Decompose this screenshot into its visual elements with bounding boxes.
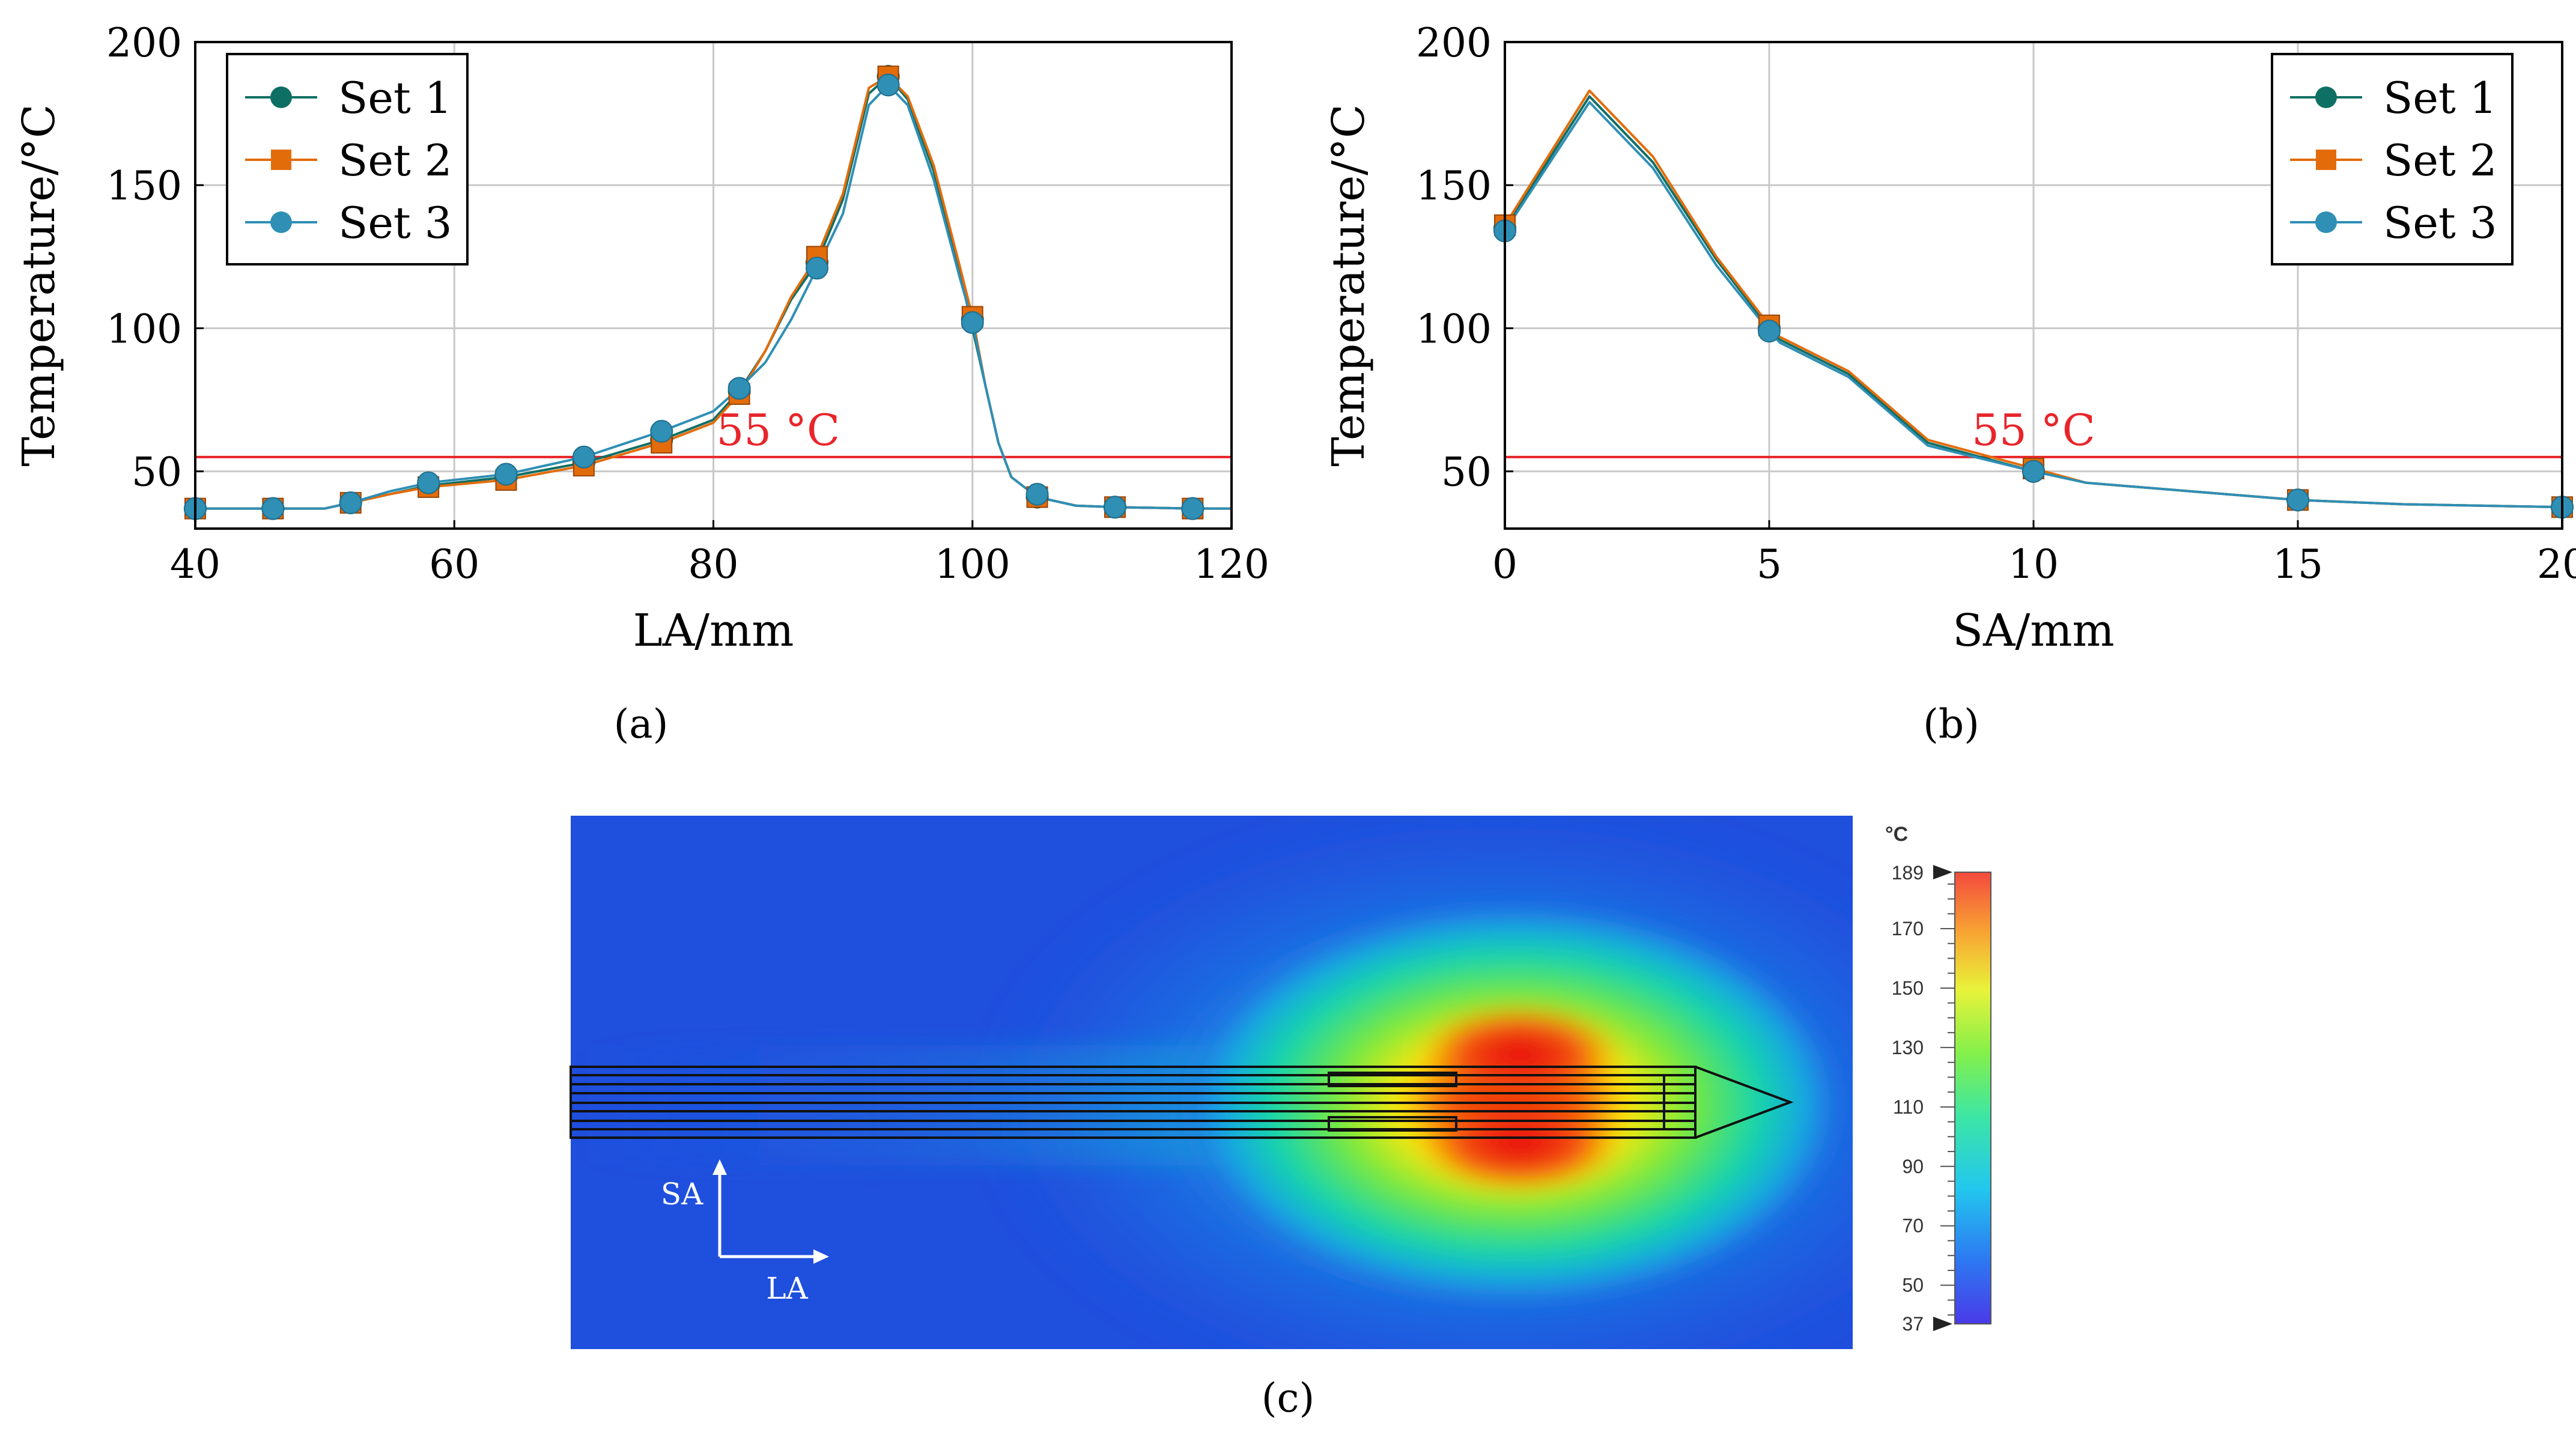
heat-zone bbox=[571, 816, 1853, 1349]
colorbar-tick-label: 90 bbox=[1902, 1156, 1924, 1177]
x-tick-label: 15 bbox=[2273, 541, 2323, 587]
y-tick-label: 50 bbox=[132, 449, 182, 496]
series-line-3 bbox=[195, 83, 1232, 510]
data-point-set-3 bbox=[1758, 320, 1781, 343]
legend-b: Set 1 Set 2 Set 3 bbox=[2271, 53, 2514, 265]
colorbar-max-label: 189 bbox=[1892, 862, 1924, 884]
colorbar-unit-label: °C bbox=[1885, 823, 1908, 846]
colorbar-tick-label: 50 bbox=[1902, 1275, 1924, 1296]
legend-label-set-1: Set 1 bbox=[338, 73, 452, 123]
x-tick-label: 10 bbox=[2008, 541, 2059, 587]
colorbar-min-label: 37 bbox=[1902, 1313, 1924, 1335]
y-tick-label: 200 bbox=[106, 20, 182, 66]
legend-a: Set 1 Set 2 Set 3 bbox=[226, 53, 469, 265]
y-tick-label: 200 bbox=[1416, 20, 1492, 66]
y-tick-label: 100 bbox=[106, 306, 182, 352]
legend-label-set-3: Set 3 bbox=[338, 198, 452, 248]
data-point-set-3 bbox=[572, 445, 595, 469]
colorbar-tick-label: 70 bbox=[1902, 1215, 1924, 1237]
data-point-set-3 bbox=[2286, 488, 2309, 512]
colorbar-ticks: 170 150 130 110 90 70 50 bbox=[1892, 883, 1955, 1316]
y-tick-label: 50 bbox=[1441, 449, 1492, 496]
data-point-set-3 bbox=[339, 491, 362, 515]
plot-frame-b bbox=[1504, 41, 2563, 530]
x-tick-label: 60 bbox=[429, 541, 479, 587]
data-point-set-3 bbox=[494, 463, 518, 486]
x-axis-label-a: LA/mm bbox=[633, 605, 794, 657]
chart-panel-b: 0 5 10 15 20 50 100 150 200 SA/mm Temperature/°C 55… bbox=[1323, 20, 2576, 657]
threshold-label-b: 55 °C bbox=[1972, 405, 2095, 455]
y-tick-label: 150 bbox=[1416, 163, 1492, 209]
legend-box bbox=[2271, 53, 2514, 265]
la-axis-indicator-label: LA bbox=[766, 1271, 808, 1306]
x-tick-label: 40 bbox=[170, 541, 220, 587]
colorbar-tick-label: 130 bbox=[1892, 1037, 1924, 1058]
x-axis-label-b: SA/mm bbox=[1952, 605, 2114, 657]
x-tick-label: 80 bbox=[688, 541, 739, 587]
legend-marker-set-2 bbox=[2316, 150, 2336, 170]
colorbar: °C 170 150 130 110 90 70 50 189 37 bbox=[1885, 823, 1991, 1335]
x-tick-label: 20 bbox=[2537, 541, 2576, 587]
legend-marker-set-2 bbox=[271, 150, 291, 170]
y-tick-label: 150 bbox=[106, 163, 182, 209]
panel-label-a: (a) bbox=[614, 701, 669, 747]
data-point-set-3 bbox=[650, 420, 673, 443]
threshold-label-a: 55 °C bbox=[717, 405, 840, 455]
legend-marker-set-3 bbox=[270, 211, 292, 233]
chart-panel-a: 40 60 80 100 120 50 100 150 200 LA/mm Temperature/… bbox=[13, 20, 1269, 657]
data-point-set-3 bbox=[261, 497, 285, 520]
colorbar-min-marker bbox=[1933, 1317, 1952, 1331]
data-point-set-3 bbox=[806, 256, 828, 280]
legend-label-set-1: Set 1 bbox=[2383, 73, 2497, 123]
y-axis-label-a: Temperature/°C bbox=[13, 104, 65, 466]
data-point-set-3 bbox=[1181, 497, 1204, 520]
data-point-set-3 bbox=[417, 471, 440, 494]
applicator-outline bbox=[570, 1066, 1794, 1139]
legend-label-set-3: Set 3 bbox=[2383, 198, 2497, 248]
colorbar-tick-label: 110 bbox=[1893, 1096, 1924, 1118]
y-tick-label: 100 bbox=[1416, 306, 1492, 352]
data-point-set-3 bbox=[2022, 460, 2045, 483]
panel-label-b: (b) bbox=[1923, 701, 1979, 747]
legend-marker-set-3 bbox=[2315, 211, 2337, 233]
y-axis-label-b: Temperature/°C bbox=[1323, 104, 1375, 466]
data-point-set-3 bbox=[961, 311, 984, 334]
data-point-set-3 bbox=[876, 73, 900, 97]
data-point-set-3 bbox=[1025, 482, 1049, 506]
axis-indicator bbox=[712, 1159, 829, 1264]
data-point-set-3 bbox=[1103, 496, 1126, 519]
plot-frame-a bbox=[194, 41, 1233, 530]
data-point-set-3 bbox=[728, 377, 751, 400]
temperature-field: SA LA bbox=[570, 816, 1853, 1349]
x-tick-label: 100 bbox=[935, 541, 1010, 587]
colorbar-tick-label: 150 bbox=[1892, 977, 1924, 999]
colorbar-gradient bbox=[1954, 872, 1991, 1324]
panel-label-c: (c) bbox=[1262, 1375, 1314, 1421]
x-tick-label: 5 bbox=[1757, 541, 1782, 587]
legend-marker-set-1 bbox=[2315, 86, 2337, 108]
legend-marker-set-1 bbox=[270, 86, 292, 108]
legend-label-set-2: Set 2 bbox=[338, 135, 452, 186]
x-tick-label: 0 bbox=[1492, 541, 1517, 587]
colorbar-tick-label: 170 bbox=[1892, 918, 1924, 939]
x-tick-label: 120 bbox=[1194, 541, 1269, 587]
legend-label-set-2: Set 2 bbox=[2383, 135, 2497, 186]
sa-axis-indicator-label: SA bbox=[661, 1177, 703, 1212]
colorbar-max-marker bbox=[1933, 865, 1952, 879]
series-line-3 bbox=[1504, 101, 2563, 509]
